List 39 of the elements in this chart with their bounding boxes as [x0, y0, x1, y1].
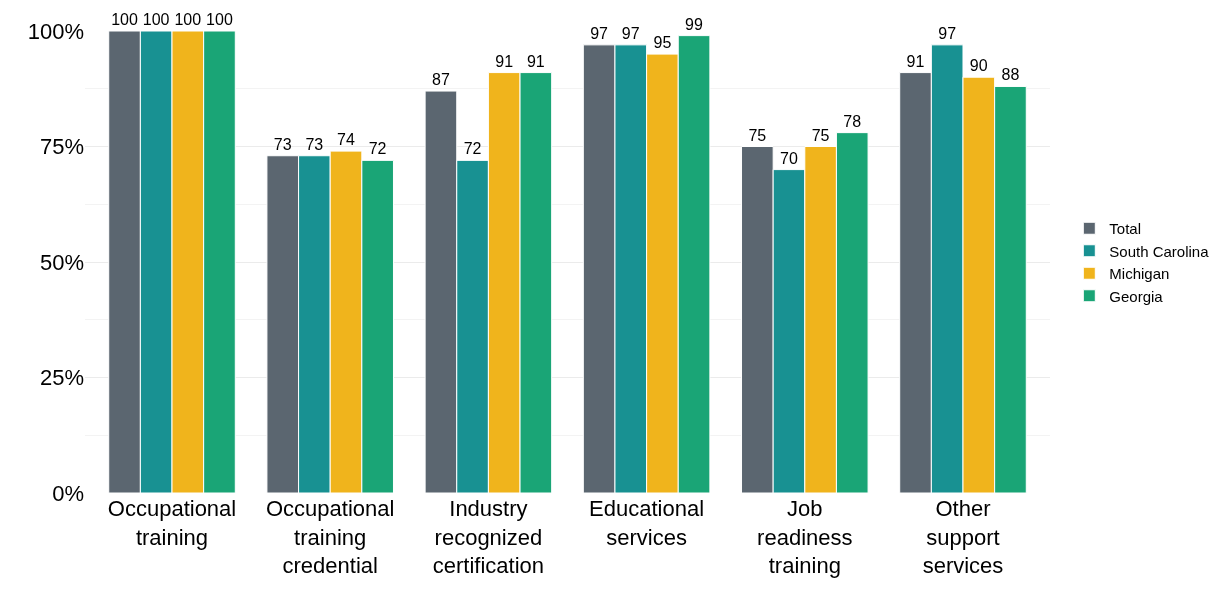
y-tick-label: 25% [39, 365, 84, 391]
data-label: 95 [653, 34, 672, 52]
y-tick-label: 0% [52, 480, 84, 506]
x-tick-label: Occupational training [107, 496, 237, 550]
legend-label: Georgia [1109, 287, 1164, 305]
data-label: 72 [463, 140, 482, 158]
data-label: 70 [780, 149, 798, 167]
legend-label: Michigan [1109, 265, 1170, 283]
legend-label: Total [1109, 220, 1141, 238]
x-tick-label: Educational services [589, 496, 705, 550]
data-label: 97 [590, 24, 609, 42]
y-tick-label: 50% [39, 249, 84, 275]
data-label: 75 [748, 126, 767, 144]
x-tick-label: Job readiness training [757, 496, 853, 579]
data-label: 97 [938, 24, 957, 42]
legend-label: South Carolina [1109, 242, 1210, 260]
data-label: 100 [142, 11, 170, 28]
data-label: 97 [621, 24, 640, 42]
data-label: 73 [305, 135, 324, 153]
x-tick-label: Other support services [922, 496, 1004, 579]
data-label: 78 [843, 112, 862, 130]
data-label: 91 [526, 52, 545, 70]
y-tick-label: 100% [27, 18, 84, 44]
y-tick-label: 75% [39, 134, 84, 160]
data-label: 100 [206, 11, 233, 28]
data-label: 75 [811, 126, 830, 144]
data-label: 74 [337, 131, 355, 149]
data-label: 100 [111, 11, 138, 28]
data-label: 99 [685, 15, 704, 33]
x-tick-label: Occupational training credential [265, 496, 395, 579]
data-label: 100 [174, 11, 202, 28]
data-label: 90 [969, 57, 988, 75]
x-tick-label: Industry recognized certification [432, 496, 545, 579]
data-label: 73 [273, 135, 292, 153]
data-label: 91 [495, 52, 514, 70]
data-label: 87 [431, 71, 450, 89]
data-label: 91 [906, 52, 925, 70]
data-label: 72 [368, 140, 387, 158]
data-label: 88 [1001, 66, 1020, 84]
